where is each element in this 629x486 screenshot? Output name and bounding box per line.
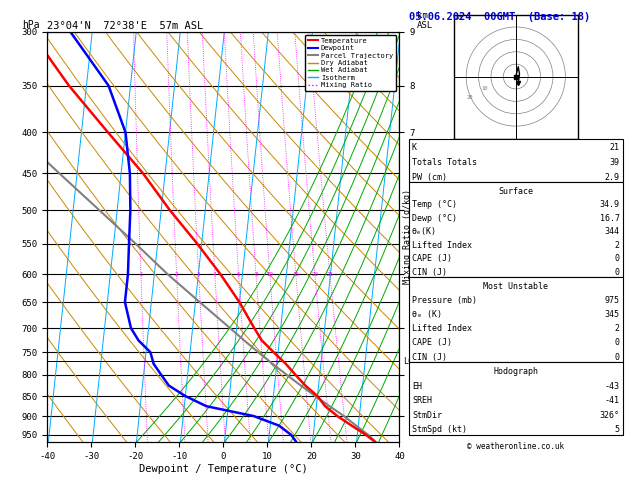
Text: 975: 975	[604, 296, 620, 305]
Text: hPa: hPa	[23, 19, 40, 30]
Text: CIN (J): CIN (J)	[412, 268, 447, 277]
Text: © weatheronline.co.uk: © weatheronline.co.uk	[467, 442, 564, 451]
Text: 326°: 326°	[599, 411, 620, 420]
Text: 4: 4	[213, 272, 216, 277]
Text: -43: -43	[604, 382, 620, 391]
X-axis label: Dewpoint / Temperature (°C): Dewpoint / Temperature (°C)	[139, 464, 308, 474]
Text: CIN (J): CIN (J)	[412, 353, 447, 362]
Text: 2: 2	[615, 241, 620, 250]
Text: Dewp (°C): Dewp (°C)	[412, 214, 457, 223]
Text: 39: 39	[610, 158, 620, 167]
Text: 2: 2	[175, 272, 178, 277]
Text: θₑ (K): θₑ (K)	[412, 310, 442, 319]
Text: EH: EH	[412, 382, 422, 391]
Text: SREH: SREH	[412, 396, 432, 405]
Text: CAPE (J): CAPE (J)	[412, 254, 452, 263]
Text: Lifted Index: Lifted Index	[412, 324, 472, 333]
Text: kt: kt	[455, 15, 464, 20]
Text: Mixing Ratio (g/kg): Mixing Ratio (g/kg)	[403, 190, 411, 284]
Text: 2: 2	[615, 324, 620, 333]
Text: Lifted Index: Lifted Index	[412, 241, 472, 250]
Text: 15: 15	[292, 272, 299, 277]
Text: 0: 0	[615, 254, 620, 263]
Text: 16.7: 16.7	[599, 214, 620, 223]
Text: 0: 0	[615, 338, 620, 347]
Text: 21: 21	[610, 143, 620, 153]
Text: StmDir: StmDir	[412, 411, 442, 420]
Text: 05.06.2024  00GMT  (Base: 18): 05.06.2024 00GMT (Base: 18)	[409, 12, 590, 22]
Text: 345: 345	[604, 310, 620, 319]
Text: 25: 25	[326, 272, 333, 277]
Legend: Temperature, Dewpoint, Parcel Trajectory, Dry Adiabat, Wet Adiabat, Isotherm, Mi: Temperature, Dewpoint, Parcel Trajectory…	[305, 35, 396, 91]
Text: 3: 3	[197, 272, 201, 277]
Text: 5: 5	[615, 425, 620, 434]
Text: Temp (°C): Temp (°C)	[412, 200, 457, 209]
Text: K: K	[412, 143, 417, 153]
Text: 2.9: 2.9	[604, 173, 620, 182]
Text: 344: 344	[604, 227, 620, 236]
Text: θₑ(K): θₑ(K)	[412, 227, 437, 236]
Text: 20: 20	[311, 272, 318, 277]
Text: 23°04'N  72°38'E  57m ASL: 23°04'N 72°38'E 57m ASL	[47, 21, 203, 31]
Text: StmSpd (kt): StmSpd (kt)	[412, 425, 467, 434]
Text: Most Unstable: Most Unstable	[483, 282, 548, 291]
Text: Hodograph: Hodograph	[493, 367, 538, 376]
Text: LCL: LCL	[404, 357, 418, 366]
Text: Surface: Surface	[498, 187, 533, 195]
Text: CAPE (J): CAPE (J)	[412, 338, 452, 347]
Text: 1: 1	[139, 272, 143, 277]
Text: Totals Totals: Totals Totals	[412, 158, 477, 167]
Text: 34.9: 34.9	[599, 200, 620, 209]
Text: Pressure (mb): Pressure (mb)	[412, 296, 477, 305]
Text: -41: -41	[604, 396, 620, 405]
Text: km
ASL: km ASL	[417, 11, 433, 30]
Text: PW (cm): PW (cm)	[412, 173, 447, 182]
Text: 0: 0	[615, 353, 620, 362]
Text: 6: 6	[237, 272, 240, 277]
Text: 10: 10	[481, 87, 487, 91]
Text: 8: 8	[254, 272, 258, 277]
Text: 10: 10	[266, 272, 274, 277]
Text: 20: 20	[466, 95, 473, 100]
Text: 0: 0	[615, 268, 620, 277]
